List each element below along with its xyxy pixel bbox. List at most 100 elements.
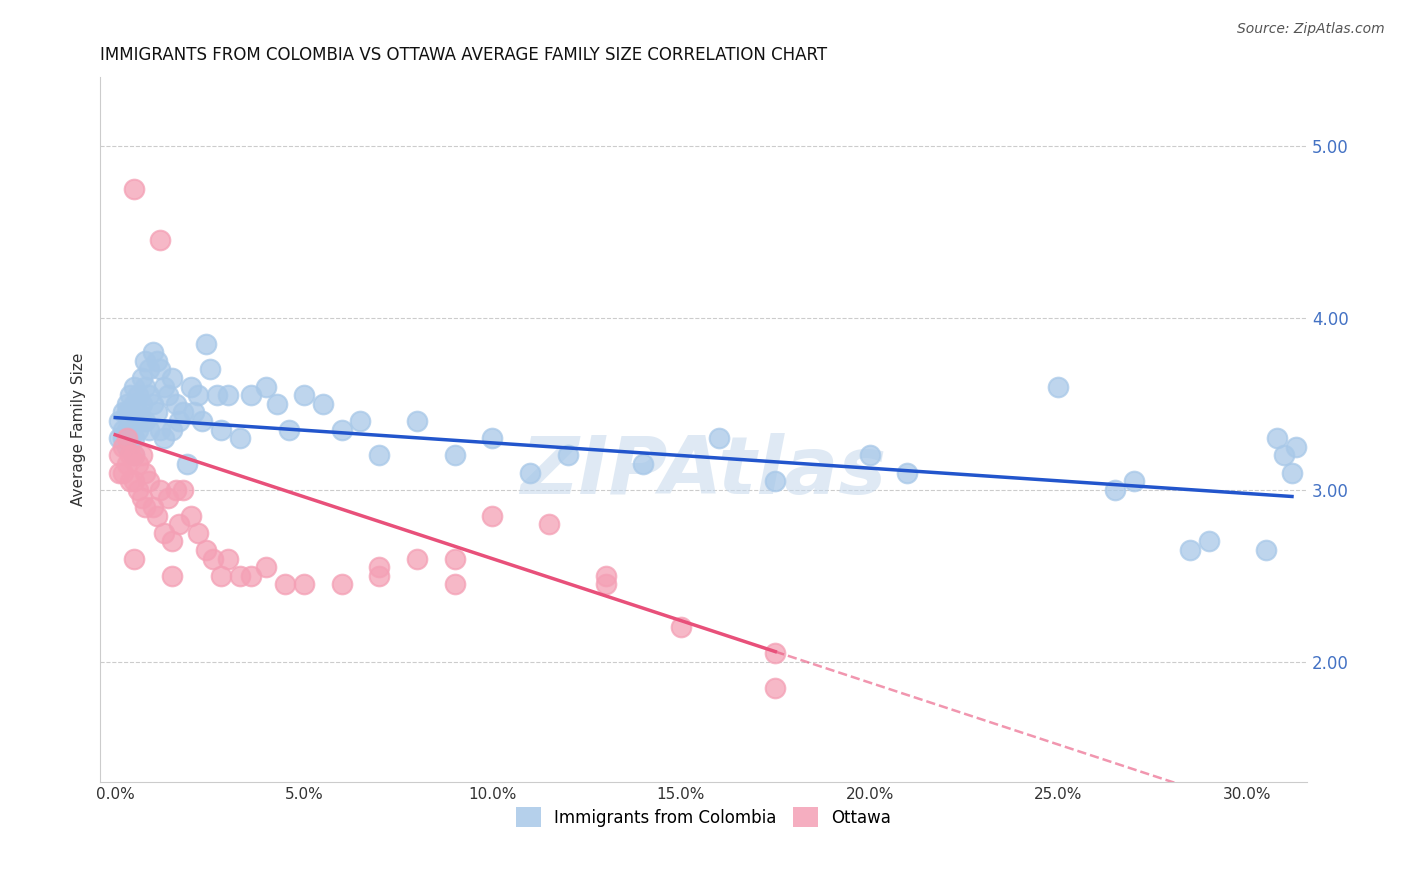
Point — [134, 379, 156, 393]
Point — [669, 620, 692, 634]
Point — [127, 423, 149, 437]
Point — [127, 457, 149, 471]
Point — [311, 397, 333, 411]
Point — [115, 405, 138, 419]
Point — [202, 551, 225, 566]
Point — [1265, 431, 1288, 445]
Point — [138, 362, 160, 376]
Point — [127, 405, 149, 419]
Point — [111, 431, 134, 445]
Point — [443, 449, 465, 463]
Point — [254, 379, 277, 393]
Point — [595, 569, 617, 583]
Point — [266, 397, 288, 411]
Text: IMMIGRANTS FROM COLOMBIA VS OTTAWA AVERAGE FAMILY SIZE CORRELATION CHART: IMMIGRANTS FROM COLOMBIA VS OTTAWA AVERA… — [100, 46, 827, 64]
Point — [165, 397, 187, 411]
Point — [160, 569, 183, 583]
Point — [120, 414, 142, 428]
Point — [149, 423, 172, 437]
Point — [149, 483, 172, 497]
Point — [1178, 543, 1201, 558]
Point — [157, 388, 180, 402]
Point — [763, 475, 786, 489]
Point — [131, 371, 153, 385]
Point — [1254, 543, 1277, 558]
Point — [142, 345, 165, 359]
Point — [149, 362, 172, 376]
Point — [153, 379, 176, 393]
Point — [557, 449, 579, 463]
Point — [115, 431, 138, 445]
Point — [122, 397, 145, 411]
Point — [707, 431, 730, 445]
Point — [240, 569, 263, 583]
Point — [157, 491, 180, 506]
Point — [209, 569, 232, 583]
Point — [858, 449, 880, 463]
Point — [481, 508, 503, 523]
Point — [1104, 483, 1126, 497]
Point — [111, 440, 134, 454]
Point — [254, 560, 277, 574]
Point — [194, 336, 217, 351]
Point — [108, 431, 131, 445]
Point — [120, 475, 142, 489]
Point — [1198, 534, 1220, 549]
Point — [217, 388, 239, 402]
Point — [165, 483, 187, 497]
Point — [217, 551, 239, 566]
Point — [368, 569, 391, 583]
Point — [111, 466, 134, 480]
Point — [169, 414, 191, 428]
Point — [274, 577, 297, 591]
Point — [1047, 379, 1070, 393]
Point — [142, 500, 165, 514]
Point — [145, 405, 167, 419]
Point — [160, 534, 183, 549]
Point — [120, 388, 142, 402]
Point — [172, 405, 194, 419]
Point — [122, 551, 145, 566]
Point — [127, 388, 149, 402]
Point — [1285, 440, 1308, 454]
Point — [330, 577, 353, 591]
Point — [134, 414, 156, 428]
Point — [111, 405, 134, 419]
Point — [153, 431, 176, 445]
Point — [176, 457, 198, 471]
Point — [120, 449, 142, 463]
Point — [1281, 466, 1303, 480]
Point — [180, 508, 202, 523]
Point — [120, 431, 142, 445]
Point — [368, 449, 391, 463]
Point — [896, 466, 918, 480]
Point — [134, 353, 156, 368]
Point — [122, 475, 145, 489]
Point — [406, 414, 429, 428]
Point — [131, 397, 153, 411]
Point — [115, 397, 138, 411]
Point — [183, 405, 205, 419]
Point — [198, 362, 221, 376]
Point — [122, 379, 145, 393]
Point — [633, 457, 655, 471]
Point — [138, 475, 160, 489]
Point — [169, 517, 191, 532]
Point — [595, 577, 617, 591]
Point — [131, 491, 153, 506]
Point — [763, 646, 786, 660]
Point — [131, 414, 153, 428]
Point — [194, 543, 217, 558]
Point — [172, 483, 194, 497]
Point — [153, 525, 176, 540]
Point — [134, 466, 156, 480]
Point — [187, 388, 209, 402]
Point — [292, 388, 315, 402]
Point — [205, 388, 228, 402]
Point — [122, 431, 145, 445]
Point — [443, 551, 465, 566]
Point — [763, 681, 786, 695]
Point — [330, 423, 353, 437]
Point — [277, 423, 299, 437]
Text: Source: ZipAtlas.com: Source: ZipAtlas.com — [1237, 22, 1385, 37]
